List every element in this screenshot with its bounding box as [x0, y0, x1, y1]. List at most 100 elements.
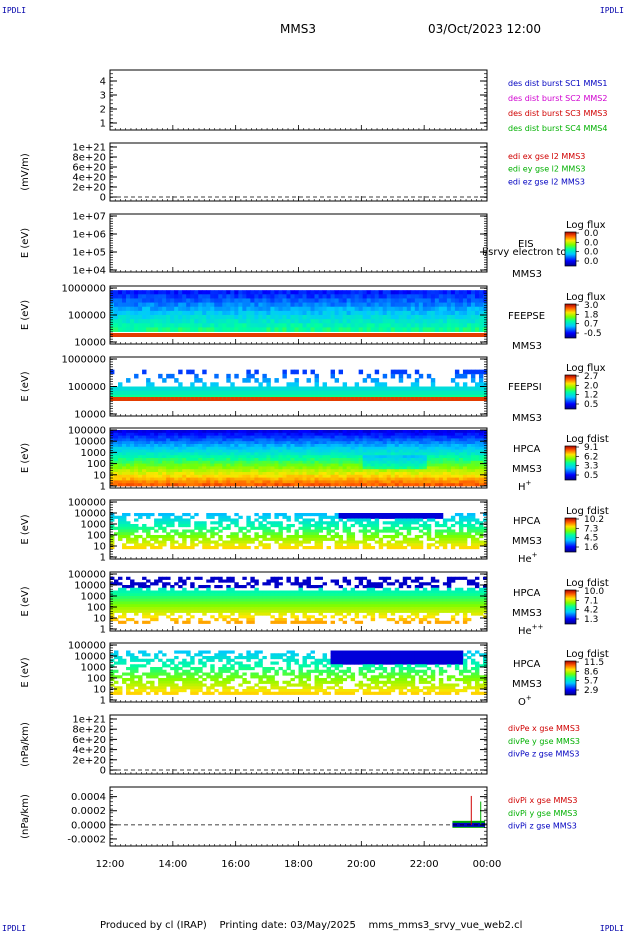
heatmap-cell — [126, 444, 131, 448]
heatmap-cell — [190, 529, 195, 533]
heatmap-cell — [478, 472, 484, 476]
heatmap-cell — [378, 477, 384, 481]
heatmap-cell — [162, 452, 167, 456]
heatmap-cell — [146, 435, 151, 439]
heatmap-cell — [142, 327, 147, 332]
heatmap-cell — [422, 386, 428, 392]
heatmap-cell — [382, 446, 388, 450]
heatmap-cell — [346, 315, 352, 320]
corner-mark-top-left: IPDLI — [2, 6, 27, 15]
heatmap-cell — [330, 438, 335, 442]
heatmap-cell — [394, 432, 400, 436]
heatmap-cell — [266, 472, 271, 476]
heatmap-cell — [290, 430, 295, 434]
heatmap-cell — [122, 306, 127, 312]
heatmap-cell — [142, 333, 147, 337]
heatmap-cell — [134, 463, 139, 467]
heatmap-cell — [478, 294, 484, 299]
heatmap-cell — [414, 438, 420, 442]
heatmap-cell — [338, 386, 344, 392]
heatmap-cell — [278, 306, 283, 312]
heatmap-cell — [194, 543, 199, 547]
heatmap-cell — [346, 319, 352, 324]
heatmap-cell — [478, 474, 484, 478]
heatmap-cell — [430, 323, 436, 328]
heatmap-cell — [294, 480, 299, 484]
heatmap-cell — [210, 455, 215, 459]
heatmap-cell — [426, 474, 432, 478]
heatmap-cell — [470, 333, 476, 337]
heatmap-cell — [250, 323, 255, 328]
heatmap-cell — [138, 441, 143, 445]
heatmap-cell — [210, 449, 215, 453]
heatmap-cell — [398, 526, 404, 530]
heatmap-cell — [358, 518, 364, 522]
heatmap-cell — [270, 455, 275, 459]
heatmap-cell — [390, 319, 396, 324]
heatmap-cell — [118, 460, 123, 464]
heatmap-cell — [186, 315, 191, 320]
heatmap-cell — [230, 458, 235, 462]
heatmap-cell — [118, 390, 123, 396]
heatmap-cell — [466, 458, 472, 462]
heatmap-cell — [174, 323, 179, 328]
heatmap-cell — [226, 526, 231, 530]
heatmap-cell — [278, 477, 283, 481]
heatmap-cell — [142, 298, 147, 303]
heatmap-cell — [130, 449, 135, 453]
heatmap-cell — [170, 483, 175, 487]
heatmap-cell — [310, 310, 315, 316]
heatmap-cell — [194, 390, 199, 396]
heatmap-cell — [322, 452, 327, 456]
heatmap-cell — [270, 452, 275, 456]
heatmap-cell — [226, 306, 231, 312]
heatmap-cell — [146, 446, 151, 450]
heatmap-cell — [430, 444, 436, 448]
heatmap-cell — [130, 294, 135, 299]
corner-mark-bottom-right: IPDLI — [599, 924, 624, 933]
heatmap-cell — [342, 472, 348, 476]
y-tick-label: 3 — [100, 91, 106, 102]
heatmap-cell — [350, 466, 356, 470]
heatmap-cell — [202, 472, 207, 476]
heatmap-cell — [434, 449, 440, 453]
heatmap-cell — [110, 302, 115, 308]
heatmap-cell — [178, 382, 183, 387]
heatmap-cell — [318, 327, 323, 332]
heatmap-cell — [402, 535, 408, 539]
heatmap-cell — [194, 323, 199, 328]
heatmap-cell — [354, 435, 360, 439]
heatmap-cell — [210, 290, 215, 295]
heatmap-cell — [318, 444, 323, 448]
heatmap-cell — [370, 474, 376, 478]
heatmap-cell — [194, 460, 199, 464]
heatmap-cell — [178, 524, 183, 528]
heatmap-cell — [418, 455, 424, 459]
heatmap-cell — [122, 524, 127, 528]
heatmap-cell — [190, 310, 195, 316]
heatmap-cell — [310, 306, 315, 312]
heatmap-cell — [302, 537, 307, 541]
heatmap-cell — [150, 452, 155, 456]
heatmap-cell — [410, 382, 416, 387]
heatmap-cell — [342, 302, 348, 308]
heatmap-cell — [366, 546, 372, 550]
heatmap-cell — [482, 480, 488, 484]
heatmap-cell — [162, 319, 167, 324]
heatmap-cell — [230, 537, 235, 541]
heatmap-cell — [134, 444, 139, 448]
heatmap-cell — [158, 521, 163, 525]
heatmap-cell — [218, 327, 223, 332]
heatmap-cell — [270, 480, 275, 484]
heatmap-cell — [226, 432, 231, 436]
heatmap-cell — [122, 438, 127, 442]
heatmap-cell — [326, 310, 331, 316]
heatmap-cell — [158, 458, 163, 462]
heatmap-cell — [162, 333, 167, 337]
heatmap-cell — [342, 430, 348, 434]
heatmap-cell — [178, 469, 183, 473]
heatmap-cell — [426, 460, 432, 464]
heatmap-cell — [230, 310, 235, 316]
heatmap-cell — [402, 397, 408, 401]
heatmap-cell — [450, 469, 456, 473]
